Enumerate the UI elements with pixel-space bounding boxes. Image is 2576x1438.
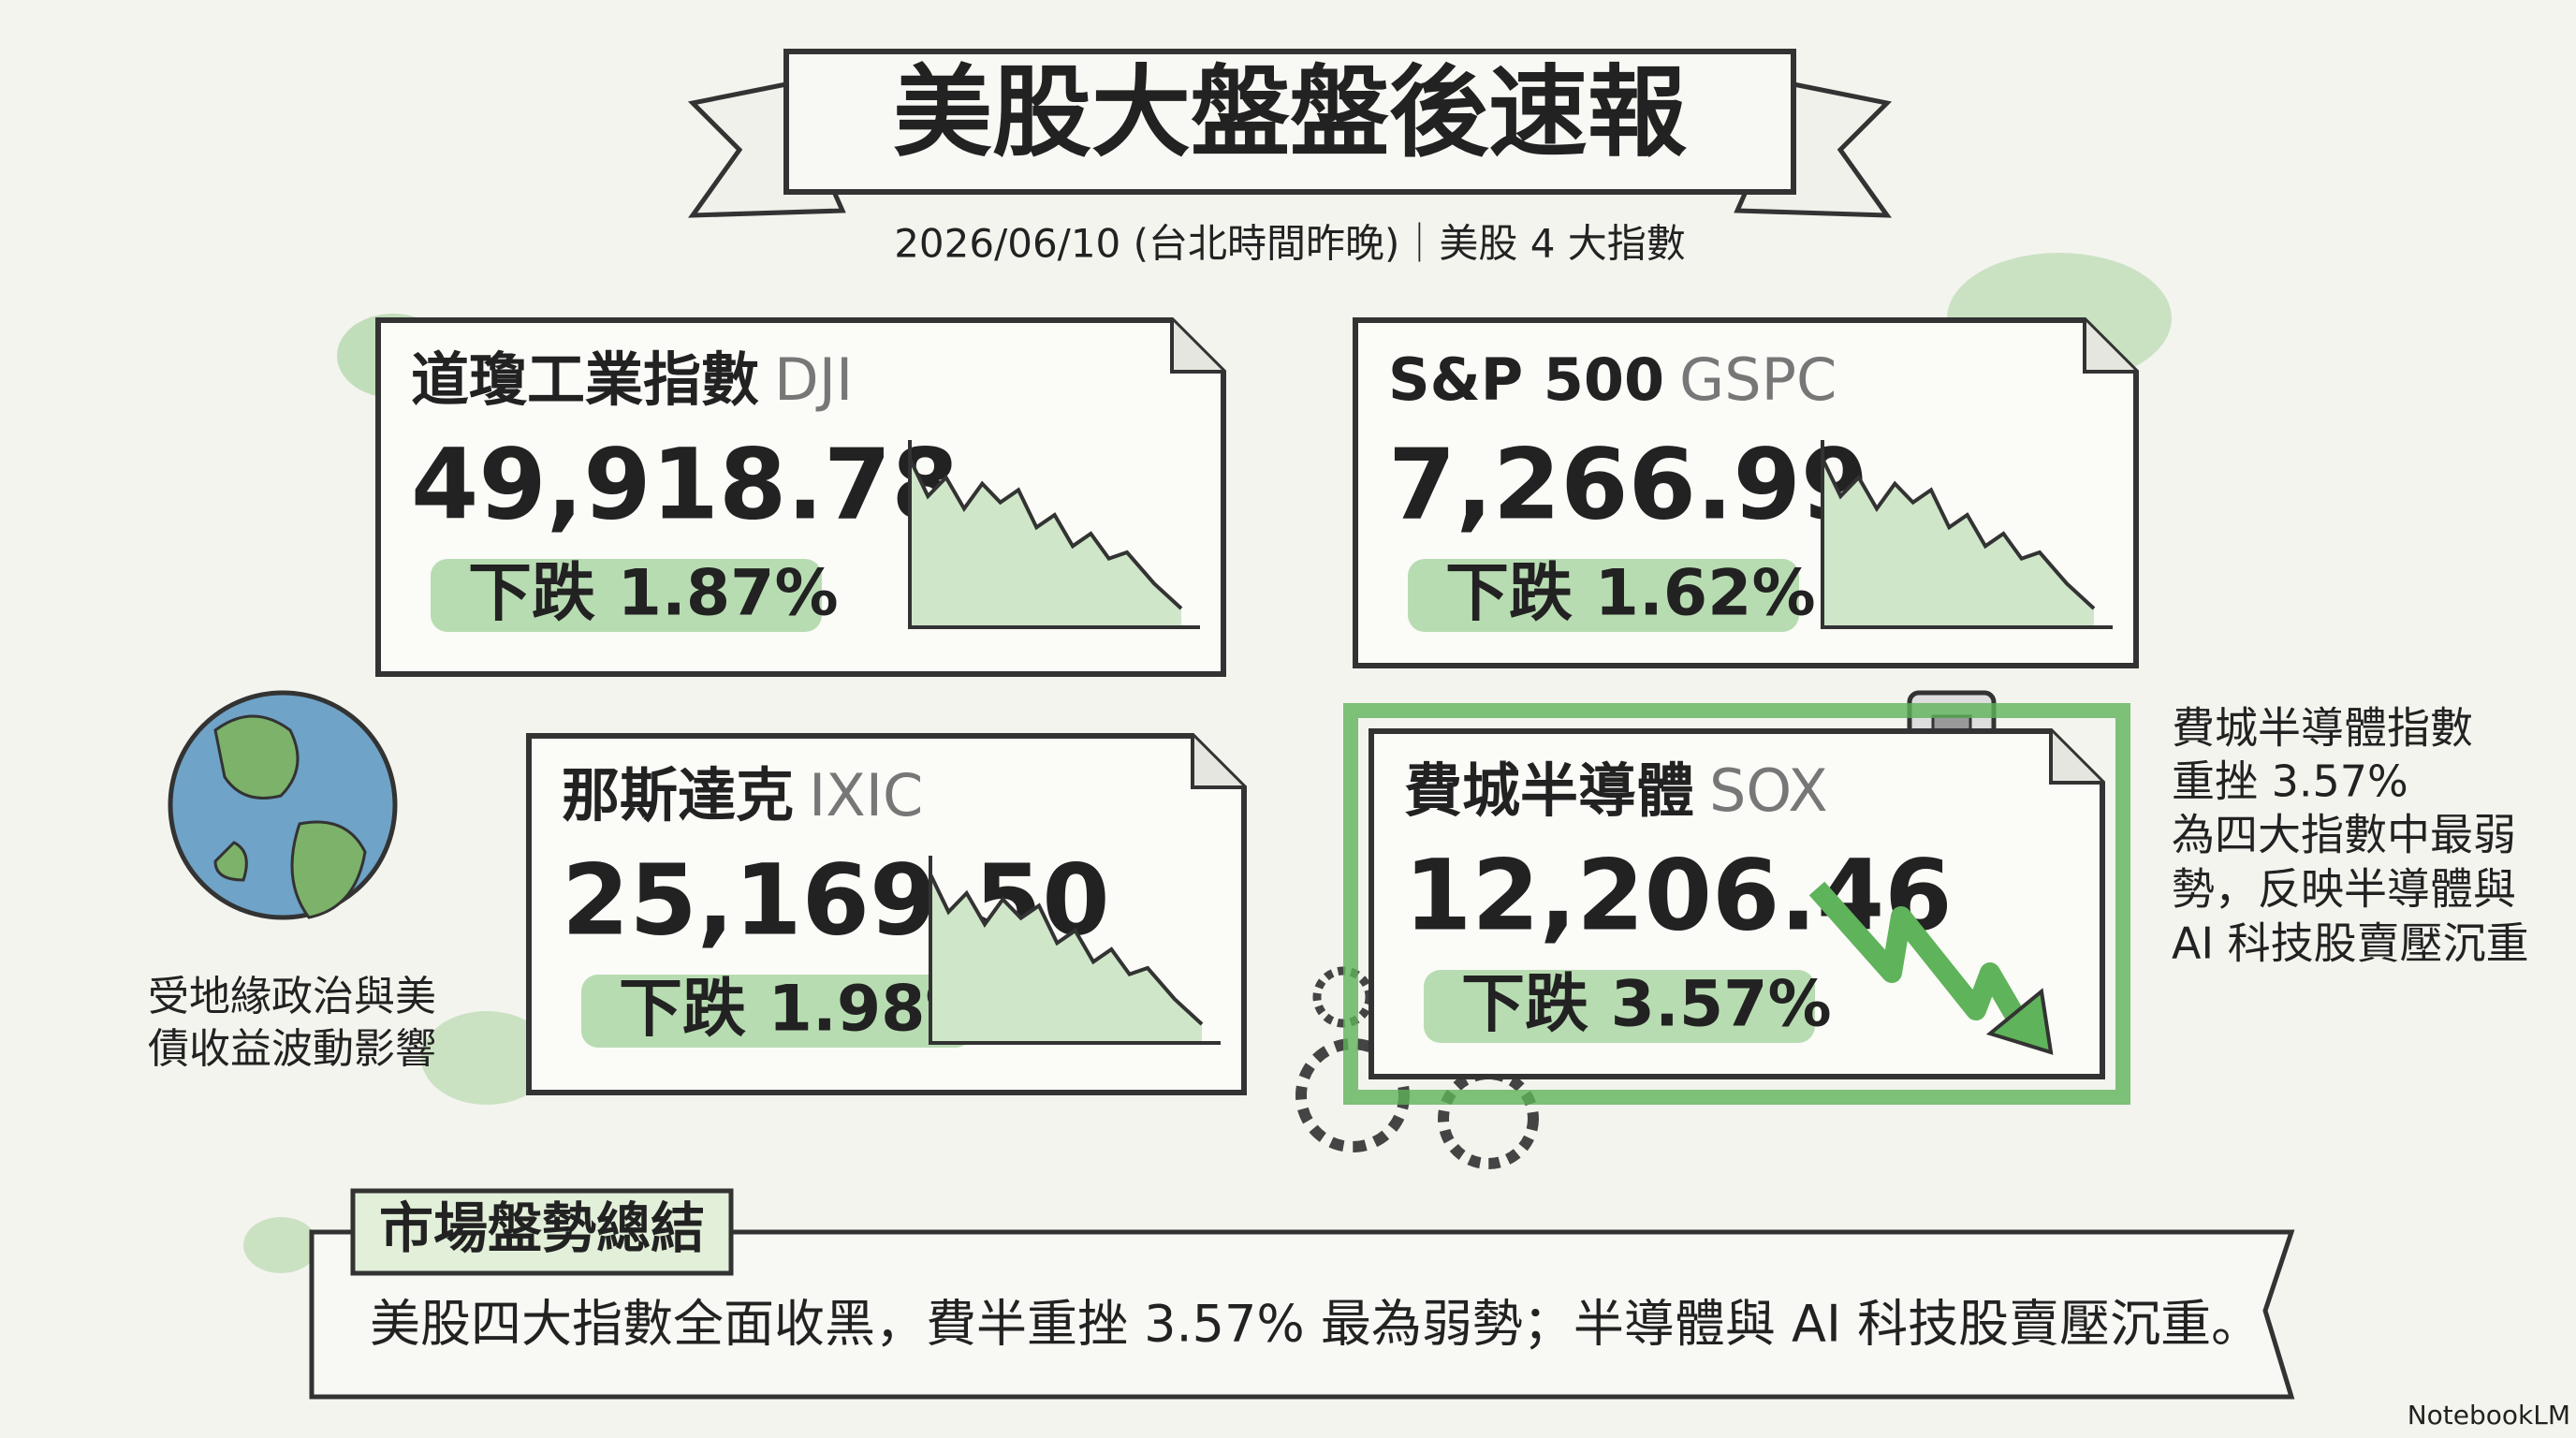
sparkline-area [1822,459,2094,627]
left-note-line: 受地緣政治與美 [148,973,436,1020]
right-note-line: 費城半導體指數 [2172,703,2473,754]
left-note-line: 債收益波動影響 [148,1025,436,1073]
right-note-line: 勢，反映半導體與 [2172,864,2516,915]
card-fold [2083,320,2136,374]
summary-box [309,1229,2295,1400]
card-name: 費城半導體 SOX [1404,756,1828,825]
card-name-text: 那斯達克 [562,761,794,829]
change-highlight [581,975,973,1048]
card-value: 49,918.78 [411,427,959,541]
sparkline-area [930,874,1202,1043]
sparkline-axes [929,856,1221,1045]
right-note-line: AI 科技股賣壓沉重 [2172,918,2529,969]
sparkline [929,873,1204,1026]
index-card: S&P 500 GSPC 7,266.99 下跌 1.62% [1353,317,2139,668]
sparkline [908,458,1183,610]
right-note-line: 重挫 3.57% [2172,756,2408,807]
change-highlight [431,559,822,632]
card-highlight [1343,703,2130,1105]
subtitle: 2026/06/10 (台北時間昨晚)｜美股 4 大指數 [894,221,1686,267]
card-change: 下跌 3.57% [1461,968,1832,1042]
title-banner [783,49,1796,195]
blob [421,1011,552,1105]
card-name: 道瓊工業指數 DJI [411,345,853,414]
right-note-line: 為四大指數中最弱 [2172,810,2516,860]
summary-label-box [350,1188,734,1276]
card-name-text: 費城半導體 [1404,756,1694,825]
card-code: GSPC [1679,345,1837,414]
sparkline-area [910,459,1181,627]
crash-arrowhead [1985,988,2054,1055]
gear [1438,1068,1539,1169]
footer-brand: NotebookLM [2408,1400,2570,1431]
card-change: 下跌 1.62% [1445,557,1816,631]
crash-arrow [1808,881,2032,1034]
card-fold [2049,731,2102,785]
card-change: 下跌 1.98% [619,973,989,1047]
sparkline [1821,458,2096,610]
sparkline-axes [908,440,1200,629]
card-fold [1191,736,1244,789]
sparkline-axes [1821,440,2113,629]
card-name: 那斯達克 IXIC [562,761,923,829]
globe-land [213,714,367,919]
title: 美股大盤盤後速報 [893,55,1687,170]
card-name: S&P 500 GSPC [1388,345,1837,414]
card-value: 7,266.99 [1388,427,1868,541]
change-highlight [1424,970,1815,1043]
card-change: 下跌 1.87% [468,557,839,631]
card-name-text: S&P 500 [1388,345,1664,414]
card-fold [1170,320,1223,374]
card-name-text: 道瓊工業指數 [411,345,759,414]
index-card: 道瓊工業指數 DJI 49,918.78 下跌 1.87% [375,317,1226,677]
change-highlight [1408,559,1799,632]
summary-label: 市場盤勢總結 [379,1196,705,1260]
card-code: SOX [1709,756,1828,825]
blob [243,1217,318,1273]
card-code: DJI [774,345,853,414]
card-code: IXIC [809,761,923,829]
summary-text: 美股四大指數全面收黑，費半重挫 3.57% 最為弱勢；半導體與 AI 科技股賣壓… [370,1295,2261,1354]
